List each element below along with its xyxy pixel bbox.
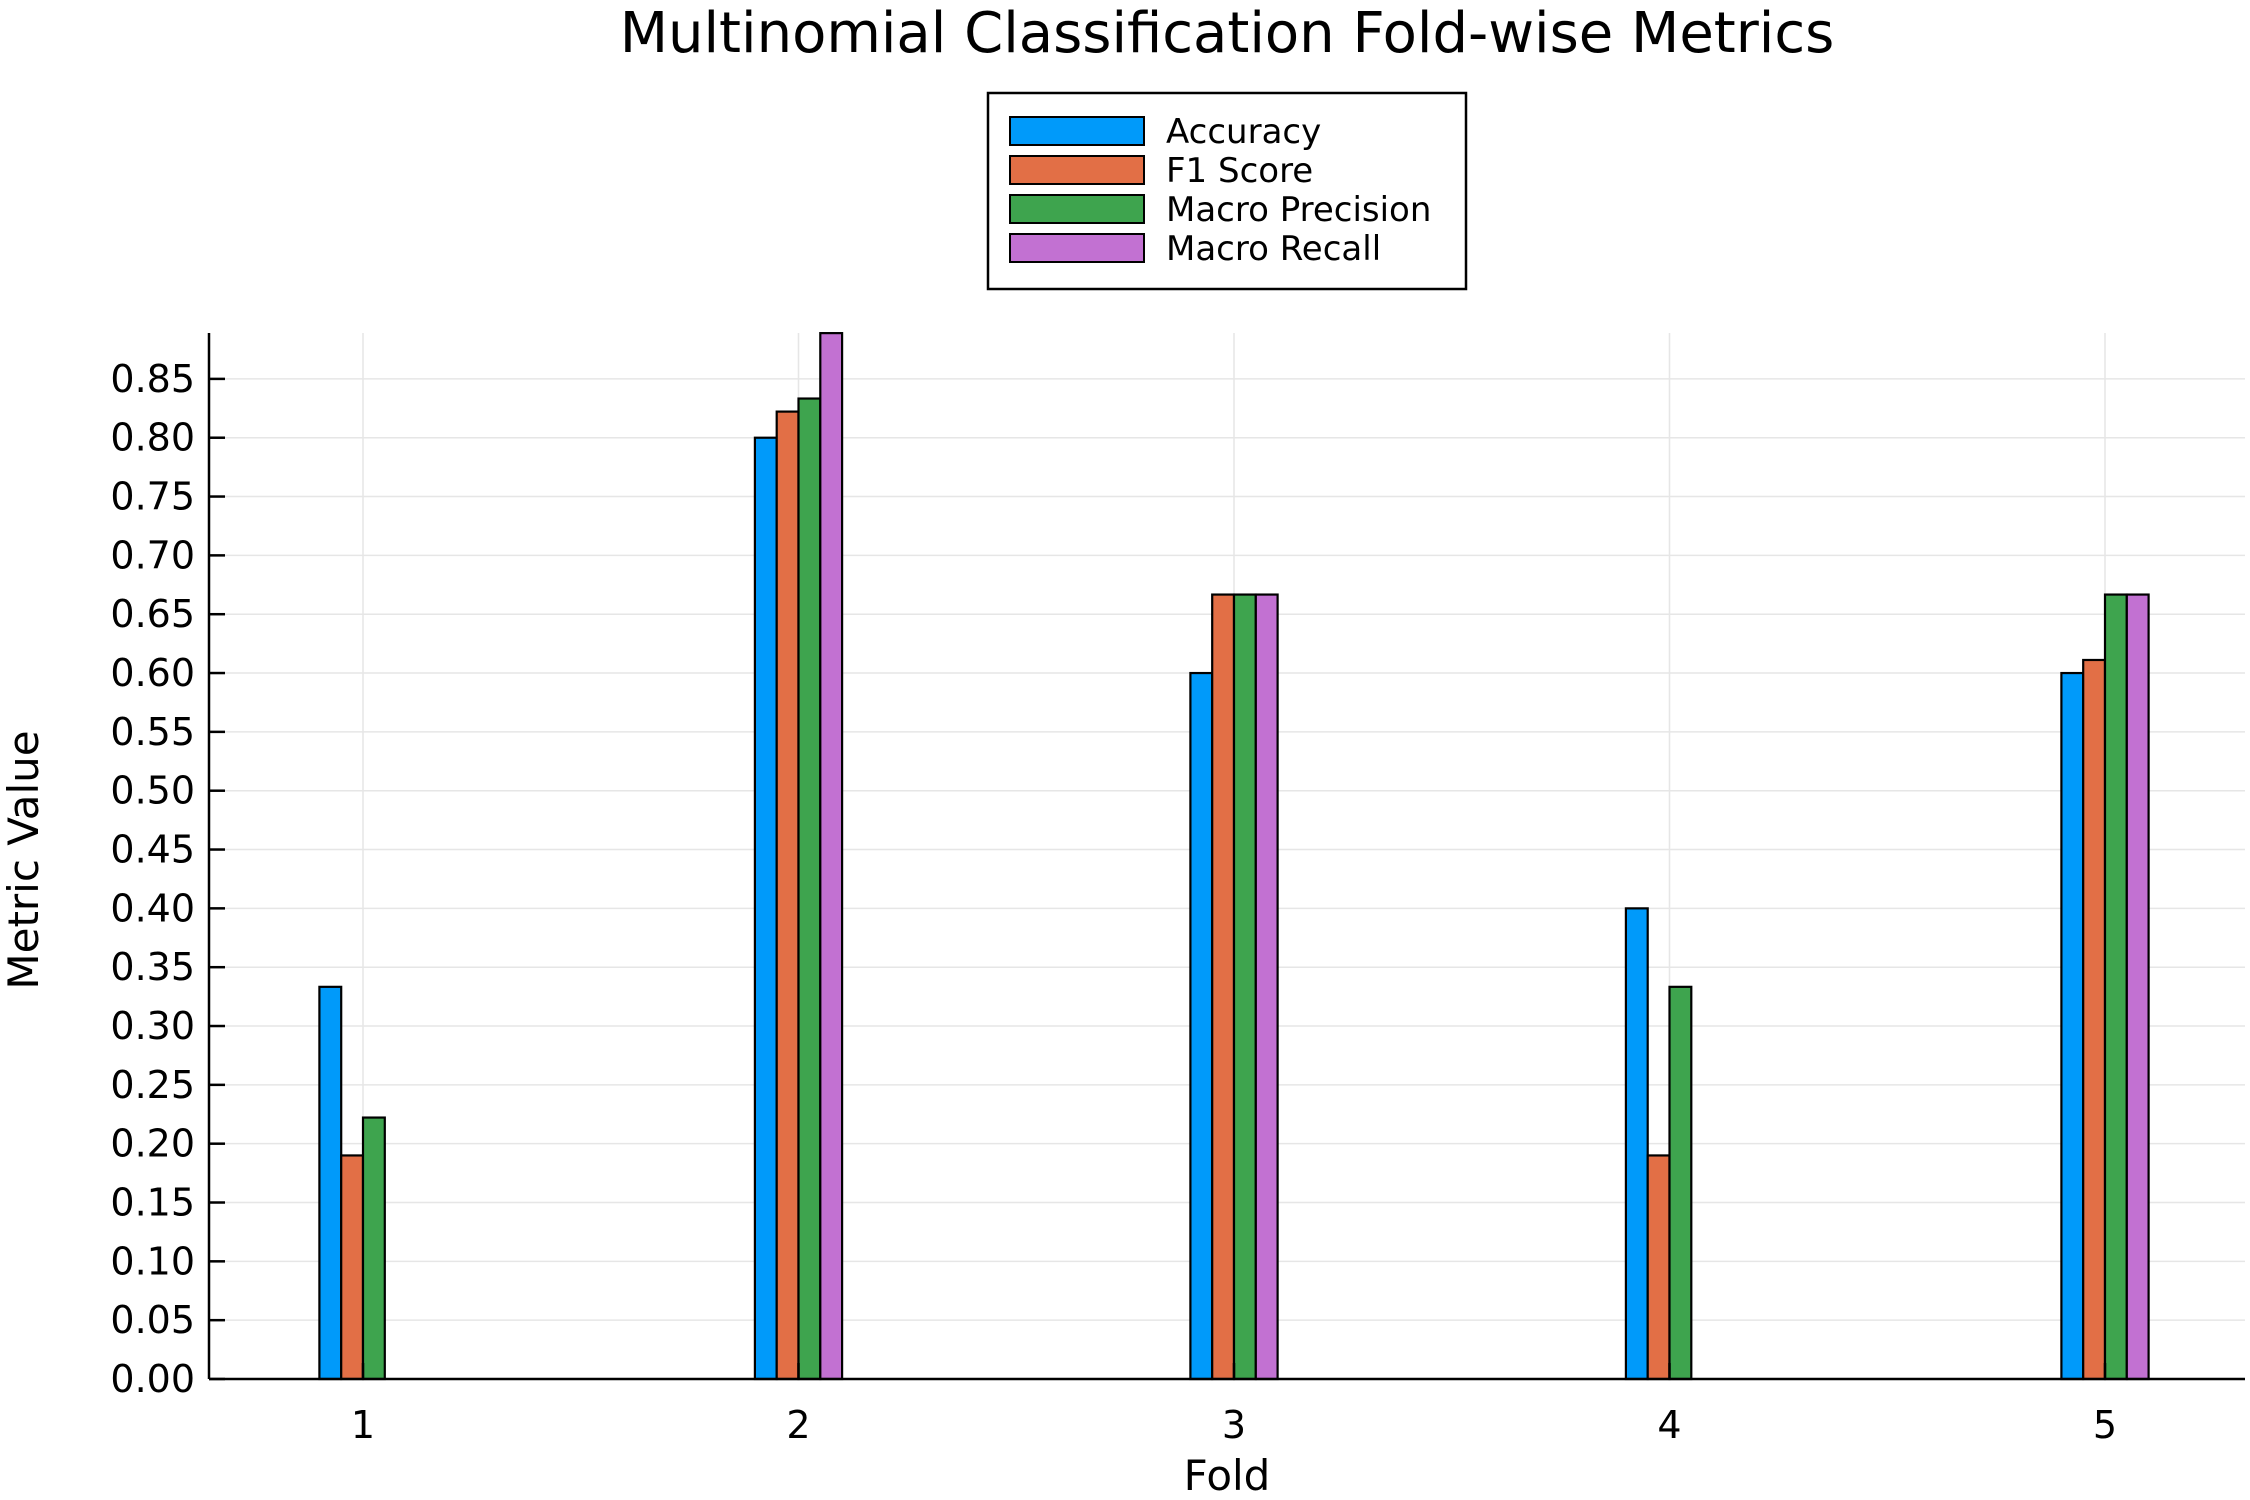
legend-label-f1-score: F1 Score bbox=[1166, 151, 1313, 191]
y-tick-label: 0.85 bbox=[110, 357, 195, 401]
bar-macro-precision-fold-3 bbox=[1232, 593, 1257, 1381]
y-tick-label: 0.70 bbox=[110, 533, 195, 577]
bar-f1-score-fold-1 bbox=[340, 1154, 365, 1381]
legend-label-macro-recall: Macro Recall bbox=[1166, 229, 1381, 269]
y-tick-label: 0.40 bbox=[110, 886, 195, 930]
bar-f1-score-fold-4 bbox=[1646, 1154, 1671, 1381]
bar-macro-precision-fold-1 bbox=[361, 1116, 386, 1381]
bar-f1-score-fold-2 bbox=[775, 410, 800, 1381]
bar-macro-precision-fold-2 bbox=[797, 397, 822, 1381]
axes-layer bbox=[207, 333, 2245, 1381]
y-tick-label: 0.50 bbox=[110, 769, 195, 813]
bar-macro-recall-fold-2 bbox=[819, 332, 844, 1381]
legend-label-macro-precision: Macro Precision bbox=[1166, 190, 1431, 230]
legend-label-accuracy: Accuracy bbox=[1166, 112, 1321, 152]
legend-swatch-macro-recall bbox=[1009, 233, 1145, 263]
bar-macro-precision-fold-4 bbox=[1668, 985, 1693, 1381]
bar-macro-recall-fold-5 bbox=[2125, 593, 2150, 1381]
bar-accuracy-fold-5 bbox=[2060, 671, 2085, 1381]
y-tick-labels: 0.00 0.05 0.10 0.15 0.20 0.25 0.30 0.35 0.40 0.45… bbox=[110, 357, 195, 1401]
x-tick-label: 1 bbox=[351, 1403, 375, 1447]
bar-macro-recall-fold-3 bbox=[1254, 593, 1279, 1381]
bar-accuracy-fold-2 bbox=[753, 436, 778, 1381]
chart-title: Multinomial Classification Fold-wise Met… bbox=[620, 1, 1835, 66]
y-tick-label: 0.00 bbox=[110, 1357, 195, 1401]
bar-f1-score-fold-5 bbox=[2082, 658, 2107, 1381]
legend-swatch-f1-score bbox=[1009, 155, 1145, 185]
y-tick-label: 0.05 bbox=[110, 1298, 195, 1342]
bar-accuracy-fold-4 bbox=[1624, 907, 1649, 1381]
bars-layer bbox=[318, 332, 2150, 1381]
y-tick-label: 0.15 bbox=[110, 1181, 195, 1225]
y-tick-label: 0.55 bbox=[110, 710, 195, 754]
y-tick-label: 0.30 bbox=[110, 1004, 195, 1048]
x-tick-label: 3 bbox=[1222, 1403, 1246, 1447]
legend-swatch-accuracy bbox=[1009, 116, 1145, 146]
x-tick-label: 5 bbox=[2093, 1403, 2117, 1447]
y-tick-label: 0.20 bbox=[110, 1122, 195, 1166]
y-axis-label: Metric Value bbox=[0, 730, 48, 989]
legend-swatch-macro-precision bbox=[1009, 194, 1145, 224]
y-tick-label: 0.10 bbox=[110, 1239, 195, 1283]
x-axis-label: Fold bbox=[1184, 1451, 1271, 1500]
bar-macro-precision-fold-5 bbox=[2103, 593, 2128, 1381]
bar-f1-score-fold-3 bbox=[1211, 593, 1236, 1381]
x-tick-label: 4 bbox=[1657, 1403, 1681, 1447]
y-tick-label: 0.80 bbox=[110, 416, 195, 460]
bar-accuracy-fold-3 bbox=[1189, 671, 1214, 1381]
x-tick-label: 2 bbox=[786, 1403, 810, 1447]
bar-accuracy-fold-1 bbox=[318, 985, 343, 1381]
y-tick-label: 0.35 bbox=[110, 945, 195, 989]
x-tick-labels: 1 2 3 4 5 bbox=[351, 1403, 2117, 1447]
y-tick-label: 0.25 bbox=[110, 1063, 195, 1107]
y-tick-label: 0.75 bbox=[110, 475, 195, 519]
y-tick-label: 0.60 bbox=[110, 651, 195, 695]
y-tick-label: 0.45 bbox=[110, 828, 195, 872]
y-tick-label: 0.65 bbox=[110, 592, 195, 636]
